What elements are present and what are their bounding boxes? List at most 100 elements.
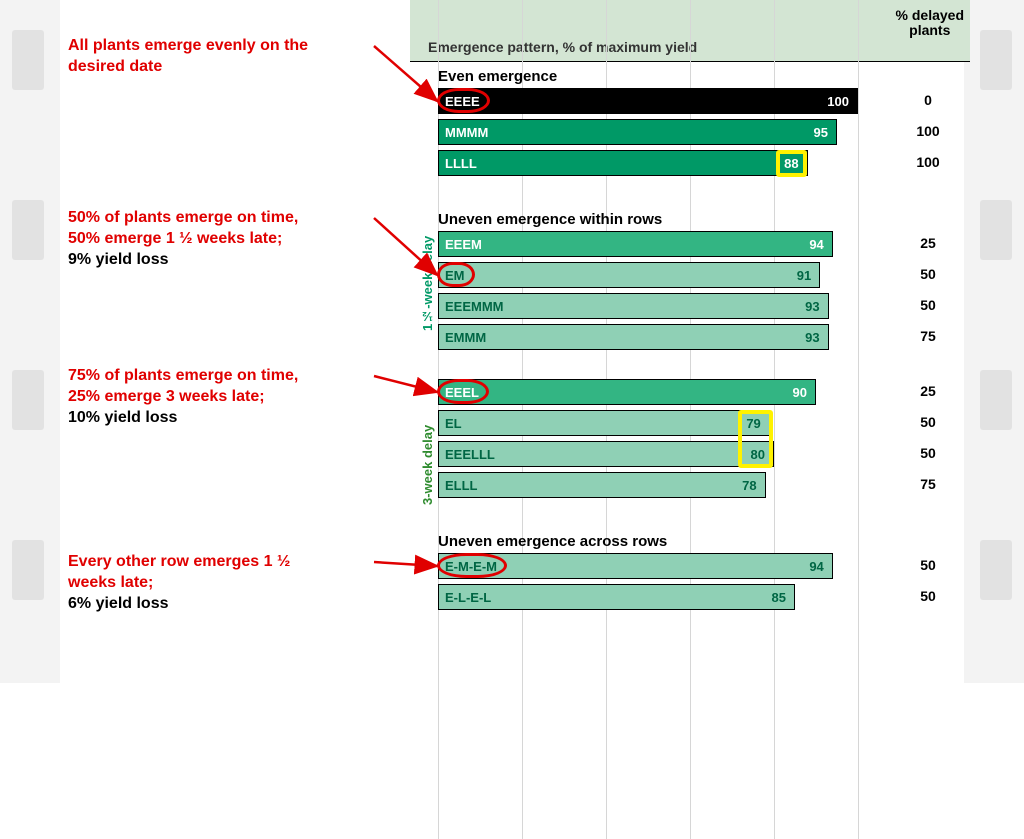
bar-label: EEELLL [445, 447, 495, 462]
bar: EEEM94 [438, 231, 833, 257]
bar-label: E-L-E-L [445, 590, 491, 605]
chart-section: 3-week delay EEEL 90 25 EL 79 50 EEELLL 80 50 ELLL… [410, 379, 970, 527]
bar-row: E-L-E-L8550 [438, 584, 858, 610]
blur-block [12, 370, 44, 430]
delayed-pct: 25 [898, 383, 958, 399]
chart-section: Even emergenceEEEE1000MMMM95100LLLL88100 [410, 62, 970, 205]
bar-value: 93 [805, 299, 819, 314]
annotation-line: 50% emerge 1 ½ weeks late; [68, 229, 378, 250]
chart-area: Emergence pattern, % of maximum yield % … [410, 0, 970, 683]
bar-row: E-M-E-M9450 [438, 553, 858, 579]
delayed-pct: 50 [898, 445, 958, 461]
bar-row: EM9150 [438, 262, 858, 288]
bar-row: EEELLL8050 [438, 441, 858, 467]
bars-panel: EEEL9025EL7950EEELLL8050ELLL7875 [438, 379, 858, 498]
bar-label: EM [445, 268, 465, 283]
bar-row: EEEMMM9350 [438, 293, 858, 319]
bar: EEEE100 [438, 88, 858, 114]
bar: LLLL88 [438, 150, 808, 176]
bar: EMMM 93 [438, 324, 829, 350]
delayed-pct: 50 [898, 414, 958, 430]
bar-label: EEEE [445, 94, 480, 109]
section-gap [410, 355, 970, 379]
bar-value: 79 [746, 416, 760, 431]
blur-block [12, 30, 44, 90]
header-right-l1: % delayed [896, 7, 964, 23]
annotation-line: 75% of plants emerge on time, [68, 366, 378, 387]
bar-value: 80 [751, 447, 765, 462]
annotation-line: 10% yield loss [68, 408, 378, 429]
annotation: 50% of plants emerge on time,50% emerge … [68, 208, 378, 270]
bar-label: LLLL [445, 156, 477, 171]
bar-value: 95 [814, 125, 828, 140]
section-gap [410, 615, 970, 639]
bar-value: 94 [809, 559, 823, 574]
annotation: Every other row emerges 1 ½weeks late;6%… [68, 552, 378, 614]
annotation-line: 6% yield loss [68, 594, 378, 615]
bar-row: EEEE1000 [438, 88, 858, 114]
section-vertical-label: 3-week delay [420, 381, 435, 505]
annotation-line: desired date [68, 57, 378, 78]
chart-header-band: Emergence pattern, % of maximum yield % … [410, 0, 970, 62]
blur-block [980, 540, 1012, 600]
left-blur-strip [0, 0, 60, 683]
bar: EEELLL 80 [438, 441, 774, 467]
delayed-pct: 50 [898, 297, 958, 313]
section-title: Even emergence [410, 62, 970, 88]
bars-panel: EEEM9425EM9150EEEMMM9350EMMM9375 [438, 231, 858, 350]
bar-value: 94 [809, 237, 823, 252]
delayed-pct: 50 [898, 557, 958, 573]
blur-block [12, 200, 44, 260]
bar: MMMM 95 [438, 119, 837, 145]
bar-row: EEEL9025 [438, 379, 858, 405]
chart-sections: Even emergenceEEEE1000MMMM95100LLLL88100… [410, 62, 970, 639]
delayed-pct: 0 [898, 92, 958, 108]
bar-label: E-M-E-M [445, 559, 497, 574]
bar-label: EMMM [445, 330, 486, 345]
bar-row: ELLL7875 [438, 472, 858, 498]
bar: EEEL 90 [438, 379, 816, 405]
annotation-line: 25% emerge 3 weeks late; [68, 387, 378, 408]
bar-label: EL [445, 416, 462, 431]
section-title: Uneven emergence across rows [410, 527, 970, 553]
annotation-line: 9% yield loss [68, 250, 378, 271]
delayed-pct: 50 [898, 588, 958, 604]
bar: EM91 [438, 262, 820, 288]
bar-row: LLLL88100 [438, 150, 858, 176]
bar: E-L-E-L85 [438, 584, 795, 610]
bar: E-M-E-M 94 [438, 553, 833, 579]
bars-panel: E-M-E-M9450E-L-E-L8550 [438, 553, 858, 610]
right-blur-strip [964, 0, 1024, 683]
bar: EL 79 [438, 410, 770, 436]
delayed-pct: 75 [898, 476, 958, 492]
annotation-line: weeks late; [68, 573, 378, 594]
bar: ELLL78 [438, 472, 766, 498]
section-gap [410, 503, 970, 527]
bar-value: 93 [805, 330, 819, 345]
blur-block [980, 30, 1012, 90]
bar-label: EEEL [445, 385, 479, 400]
bar-label: ELLL [445, 478, 478, 493]
delayed-pct: 50 [898, 266, 958, 282]
delayed-pct: 100 [898, 123, 958, 139]
annotation: 75% of plants emerge on time,25% emerge … [68, 366, 378, 428]
bar-label: MMMM [445, 125, 488, 140]
blur-block [980, 370, 1012, 430]
section-title: Uneven emergence within rows [410, 205, 970, 231]
bars-panel: EEEE1000MMMM95100LLLL88100 [438, 88, 858, 176]
header-left-label: Emergence pattern, % of maximum yield [428, 39, 697, 55]
bar-row: EEEM9425 [438, 231, 858, 257]
header-right-label: % delayed plants [896, 8, 964, 39]
annotation: All plants emerge evenly on thedesired d… [68, 36, 378, 78]
section-vertical-label: 1½-week delay [420, 207, 435, 331]
annotations-panel: All plants emerge evenly on thedesired d… [68, 0, 388, 683]
bar: EEEMMM93 [438, 293, 829, 319]
chart-section: Uneven emergence within rows1½-week dela… [410, 205, 970, 379]
bar-row: EMMM9375 [438, 324, 858, 350]
delayed-pct: 100 [898, 154, 958, 170]
chart-section: Uneven emergence across rows E-M-E-M 94 50 E… [410, 527, 970, 639]
annotation-line: All plants emerge evenly on the [68, 36, 378, 57]
bar-value: 90 [793, 385, 807, 400]
annotation-line: Every other row emerges 1 ½ [68, 552, 378, 573]
blur-block [12, 540, 44, 600]
